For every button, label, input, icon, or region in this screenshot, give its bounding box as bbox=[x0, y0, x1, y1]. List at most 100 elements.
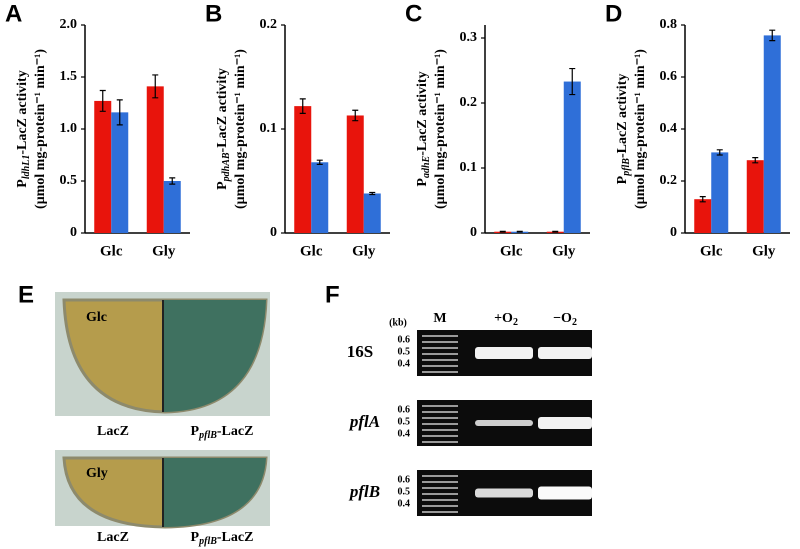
bar bbox=[563, 81, 581, 233]
panel-letter: D bbox=[605, 0, 622, 27]
plate-label: PpflB-LacZ bbox=[191, 530, 254, 547]
x-tick-label: Glc bbox=[300, 243, 323, 259]
bar bbox=[346, 115, 364, 233]
unit-label: (kb) bbox=[389, 317, 407, 328]
gel-image bbox=[417, 400, 592, 446]
size-label: 0.6 bbox=[398, 474, 411, 485]
bar bbox=[163, 181, 181, 233]
y-tick-label: 0.1 bbox=[260, 121, 278, 136]
error-bar bbox=[752, 157, 759, 164]
y-tick-label: 0.4 bbox=[660, 121, 678, 136]
error-bar bbox=[769, 29, 776, 42]
y-tick-label: 0 bbox=[70, 225, 77, 240]
charts: 0 0.5 1.0 1.5 2.0 Glc Gly A PldhL1-LacZ activity… bbox=[5, 0, 790, 259]
error-bar bbox=[716, 149, 723, 156]
y-axis-label: (μmol mg-protein⁻¹ min⁻¹) bbox=[233, 49, 248, 209]
size-label: 0.5 bbox=[398, 416, 411, 427]
size-label: 0.5 bbox=[398, 486, 411, 497]
y-axis-label: (μmol mg-protein⁻¹ min⁻¹) bbox=[433, 49, 448, 209]
error-bar bbox=[352, 109, 359, 122]
bar-chart: 0 0.1 0.2 0.3 Glc Gly C PadhE-LacZ activity (μmo… bbox=[405, 0, 590, 259]
gene-label: 16S bbox=[347, 342, 373, 361]
y-tick-label: 0.3 bbox=[460, 30, 478, 45]
y-tick-label: 0.5 bbox=[60, 173, 78, 188]
bar bbox=[363, 193, 381, 233]
y-tick-label: 1.5 bbox=[60, 69, 78, 84]
y-tick-label: 0 bbox=[670, 225, 677, 240]
y-tick-label: 0.2 bbox=[260, 17, 278, 32]
error-bar bbox=[516, 230, 523, 233]
y-tick-label: 0.6 bbox=[660, 69, 678, 84]
plate-photo bbox=[55, 450, 270, 529]
plate-label: LacZ bbox=[97, 530, 129, 545]
error-bar bbox=[699, 196, 706, 203]
error-bar bbox=[499, 230, 506, 233]
gel-image bbox=[417, 330, 592, 376]
y-axis-label: PldhL1-LacZ activity bbox=[15, 70, 32, 187]
plate-medium: Glc bbox=[86, 310, 107, 325]
size-label: 0.4 bbox=[398, 428, 411, 439]
panel-letter: F bbox=[325, 281, 340, 308]
lane-label: M bbox=[433, 311, 446, 326]
panel-letter: C bbox=[405, 0, 422, 27]
y-axis-label: PadhE-LacZ activity bbox=[415, 71, 432, 186]
bar-chart: 0 0.2 0.4 0.6 0.8 Glc Gly D PpflB-LacZ activity(… bbox=[605, 0, 790, 259]
bar bbox=[311, 162, 329, 233]
error-bar bbox=[169, 177, 176, 185]
x-tick-label: Glc bbox=[700, 243, 723, 259]
x-tick-label: Gly bbox=[752, 243, 776, 259]
size-label: 0.6 bbox=[398, 404, 411, 415]
y-tick-label: 1.0 bbox=[60, 121, 78, 136]
x-tick-label: Gly bbox=[152, 243, 176, 259]
y-tick-label: 0 bbox=[270, 225, 277, 240]
size-label: 0.6 bbox=[398, 334, 411, 345]
y-tick-label: 0.2 bbox=[660, 173, 678, 188]
y-tick-label: 2.0 bbox=[60, 17, 78, 32]
error-bar bbox=[116, 99, 123, 126]
y-axis-label: (μmol mg-protein⁻¹ min⁻¹) bbox=[633, 49, 648, 209]
lane-label: +O2 bbox=[494, 311, 518, 328]
y-axis-label: PpflB-LacZ activity bbox=[615, 74, 632, 185]
y-tick-label: 0 bbox=[470, 225, 477, 240]
size-label: 0.4 bbox=[398, 358, 411, 369]
x-tick-label: Glc bbox=[100, 243, 123, 259]
error-bar bbox=[552, 230, 559, 233]
error-bar bbox=[99, 89, 106, 112]
gene-label: pflA bbox=[348, 412, 380, 431]
bar bbox=[746, 160, 764, 233]
plate-photo bbox=[55, 292, 270, 416]
error-bar bbox=[569, 67, 576, 96]
y-axis-label: PpdhAB-LacZ activity bbox=[215, 68, 232, 190]
gene-label: pflB bbox=[348, 482, 380, 501]
x-tick-label: Gly bbox=[552, 243, 576, 259]
bar bbox=[111, 112, 129, 233]
plate-label: PpflB-LacZ bbox=[191, 424, 254, 441]
size-label: 0.5 bbox=[398, 346, 411, 357]
panel-letter: A bbox=[5, 0, 22, 27]
gel-image bbox=[417, 470, 592, 516]
lane-label: −O2 bbox=[553, 311, 577, 328]
bar-chart: 0 0.1 0.2 Glc Gly B PpdhAB-LacZ activity (μmol … bbox=[205, 0, 390, 259]
panel-letter: B bbox=[205, 0, 222, 27]
size-label: 0.4 bbox=[398, 498, 411, 509]
y-tick-label: 0.8 bbox=[660, 17, 678, 32]
x-tick-label: Glc bbox=[500, 243, 523, 259]
y-tick-label: 0.1 bbox=[460, 160, 478, 175]
x-tick-label: Gly bbox=[352, 243, 376, 259]
error-bar bbox=[369, 191, 376, 196]
error-bar bbox=[152, 74, 159, 99]
panel-letter: E bbox=[18, 281, 34, 308]
y-tick-label: 0.2 bbox=[460, 95, 478, 110]
bar-chart: 0 0.5 1.0 1.5 2.0 Glc Gly A PldhL1-LacZ activity… bbox=[5, 0, 190, 259]
error-bar bbox=[299, 98, 306, 114]
bar bbox=[694, 199, 712, 233]
y-axis-label: (μmol mg-protein⁻¹ min⁻¹) bbox=[33, 49, 48, 209]
error-bar bbox=[316, 159, 323, 165]
bar bbox=[711, 152, 729, 233]
bar bbox=[146, 86, 164, 233]
bar bbox=[294, 106, 312, 233]
plate-medium: Gly bbox=[86, 466, 108, 481]
bar bbox=[94, 100, 112, 233]
